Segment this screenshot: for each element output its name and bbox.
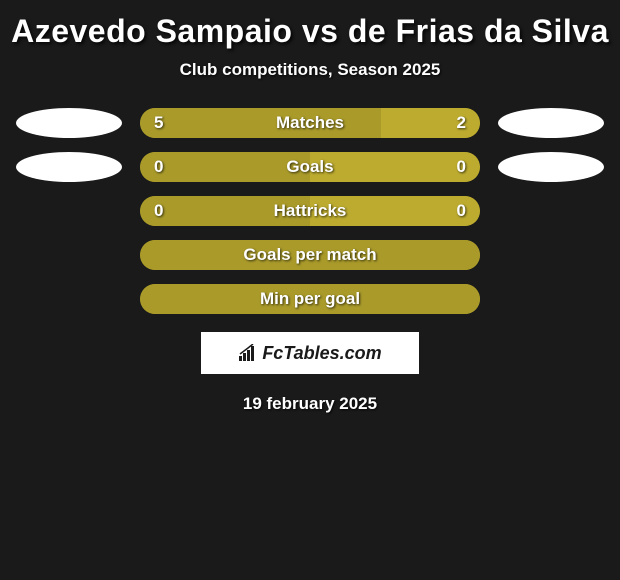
stat-bar: Min per goal: [140, 284, 480, 314]
logo-text: FcTables.com: [262, 343, 381, 364]
stat-bar: Hattricks0 0: [140, 196, 480, 226]
logo-box[interactable]: FcTables.com: [201, 332, 419, 374]
stat-label: Goals: [140, 152, 480, 182]
stat-row: Min per goal: [0, 284, 620, 314]
stat-bar: Goals per match: [140, 240, 480, 270]
stat-value-left: 0: [154, 152, 163, 182]
stat-row: Goals0 0: [0, 152, 620, 182]
stat-value-right: 0: [457, 152, 466, 182]
stat-row: Matches5 2: [0, 108, 620, 138]
page-title: Azevedo Sampaio vs de Frias da Silva: [0, 5, 620, 60]
stat-label: Goals per match: [140, 240, 480, 270]
bars-container: Matches52Goals00Hattricks00Goals per mat…: [0, 108, 620, 314]
stat-value-left: 0: [154, 196, 163, 226]
stat-bar: Matches5 2: [140, 108, 480, 138]
player-right-oval: [498, 108, 604, 138]
date-text: 19 february 2025: [0, 394, 620, 414]
stat-row: Goals per match: [0, 240, 620, 270]
subtitle: Club competitions, Season 2025: [0, 60, 620, 108]
stat-bar: Goals0 0: [140, 152, 480, 182]
player-left-oval: [16, 108, 122, 138]
stat-label: Matches: [140, 108, 480, 138]
player-right-oval: [498, 152, 604, 182]
stat-row: Hattricks0 0: [0, 196, 620, 226]
stat-value-left: 5: [154, 108, 163, 138]
stat-label: Hattricks: [140, 196, 480, 226]
player-left-oval: [16, 152, 122, 182]
stat-value-right: 2: [457, 108, 466, 138]
stat-value-right: 0: [457, 196, 466, 226]
comparison-widget: Azevedo Sampaio vs de Frias da Silva Clu…: [0, 0, 620, 414]
bar-chart-icon: [238, 344, 258, 362]
stat-label: Min per goal: [140, 284, 480, 314]
